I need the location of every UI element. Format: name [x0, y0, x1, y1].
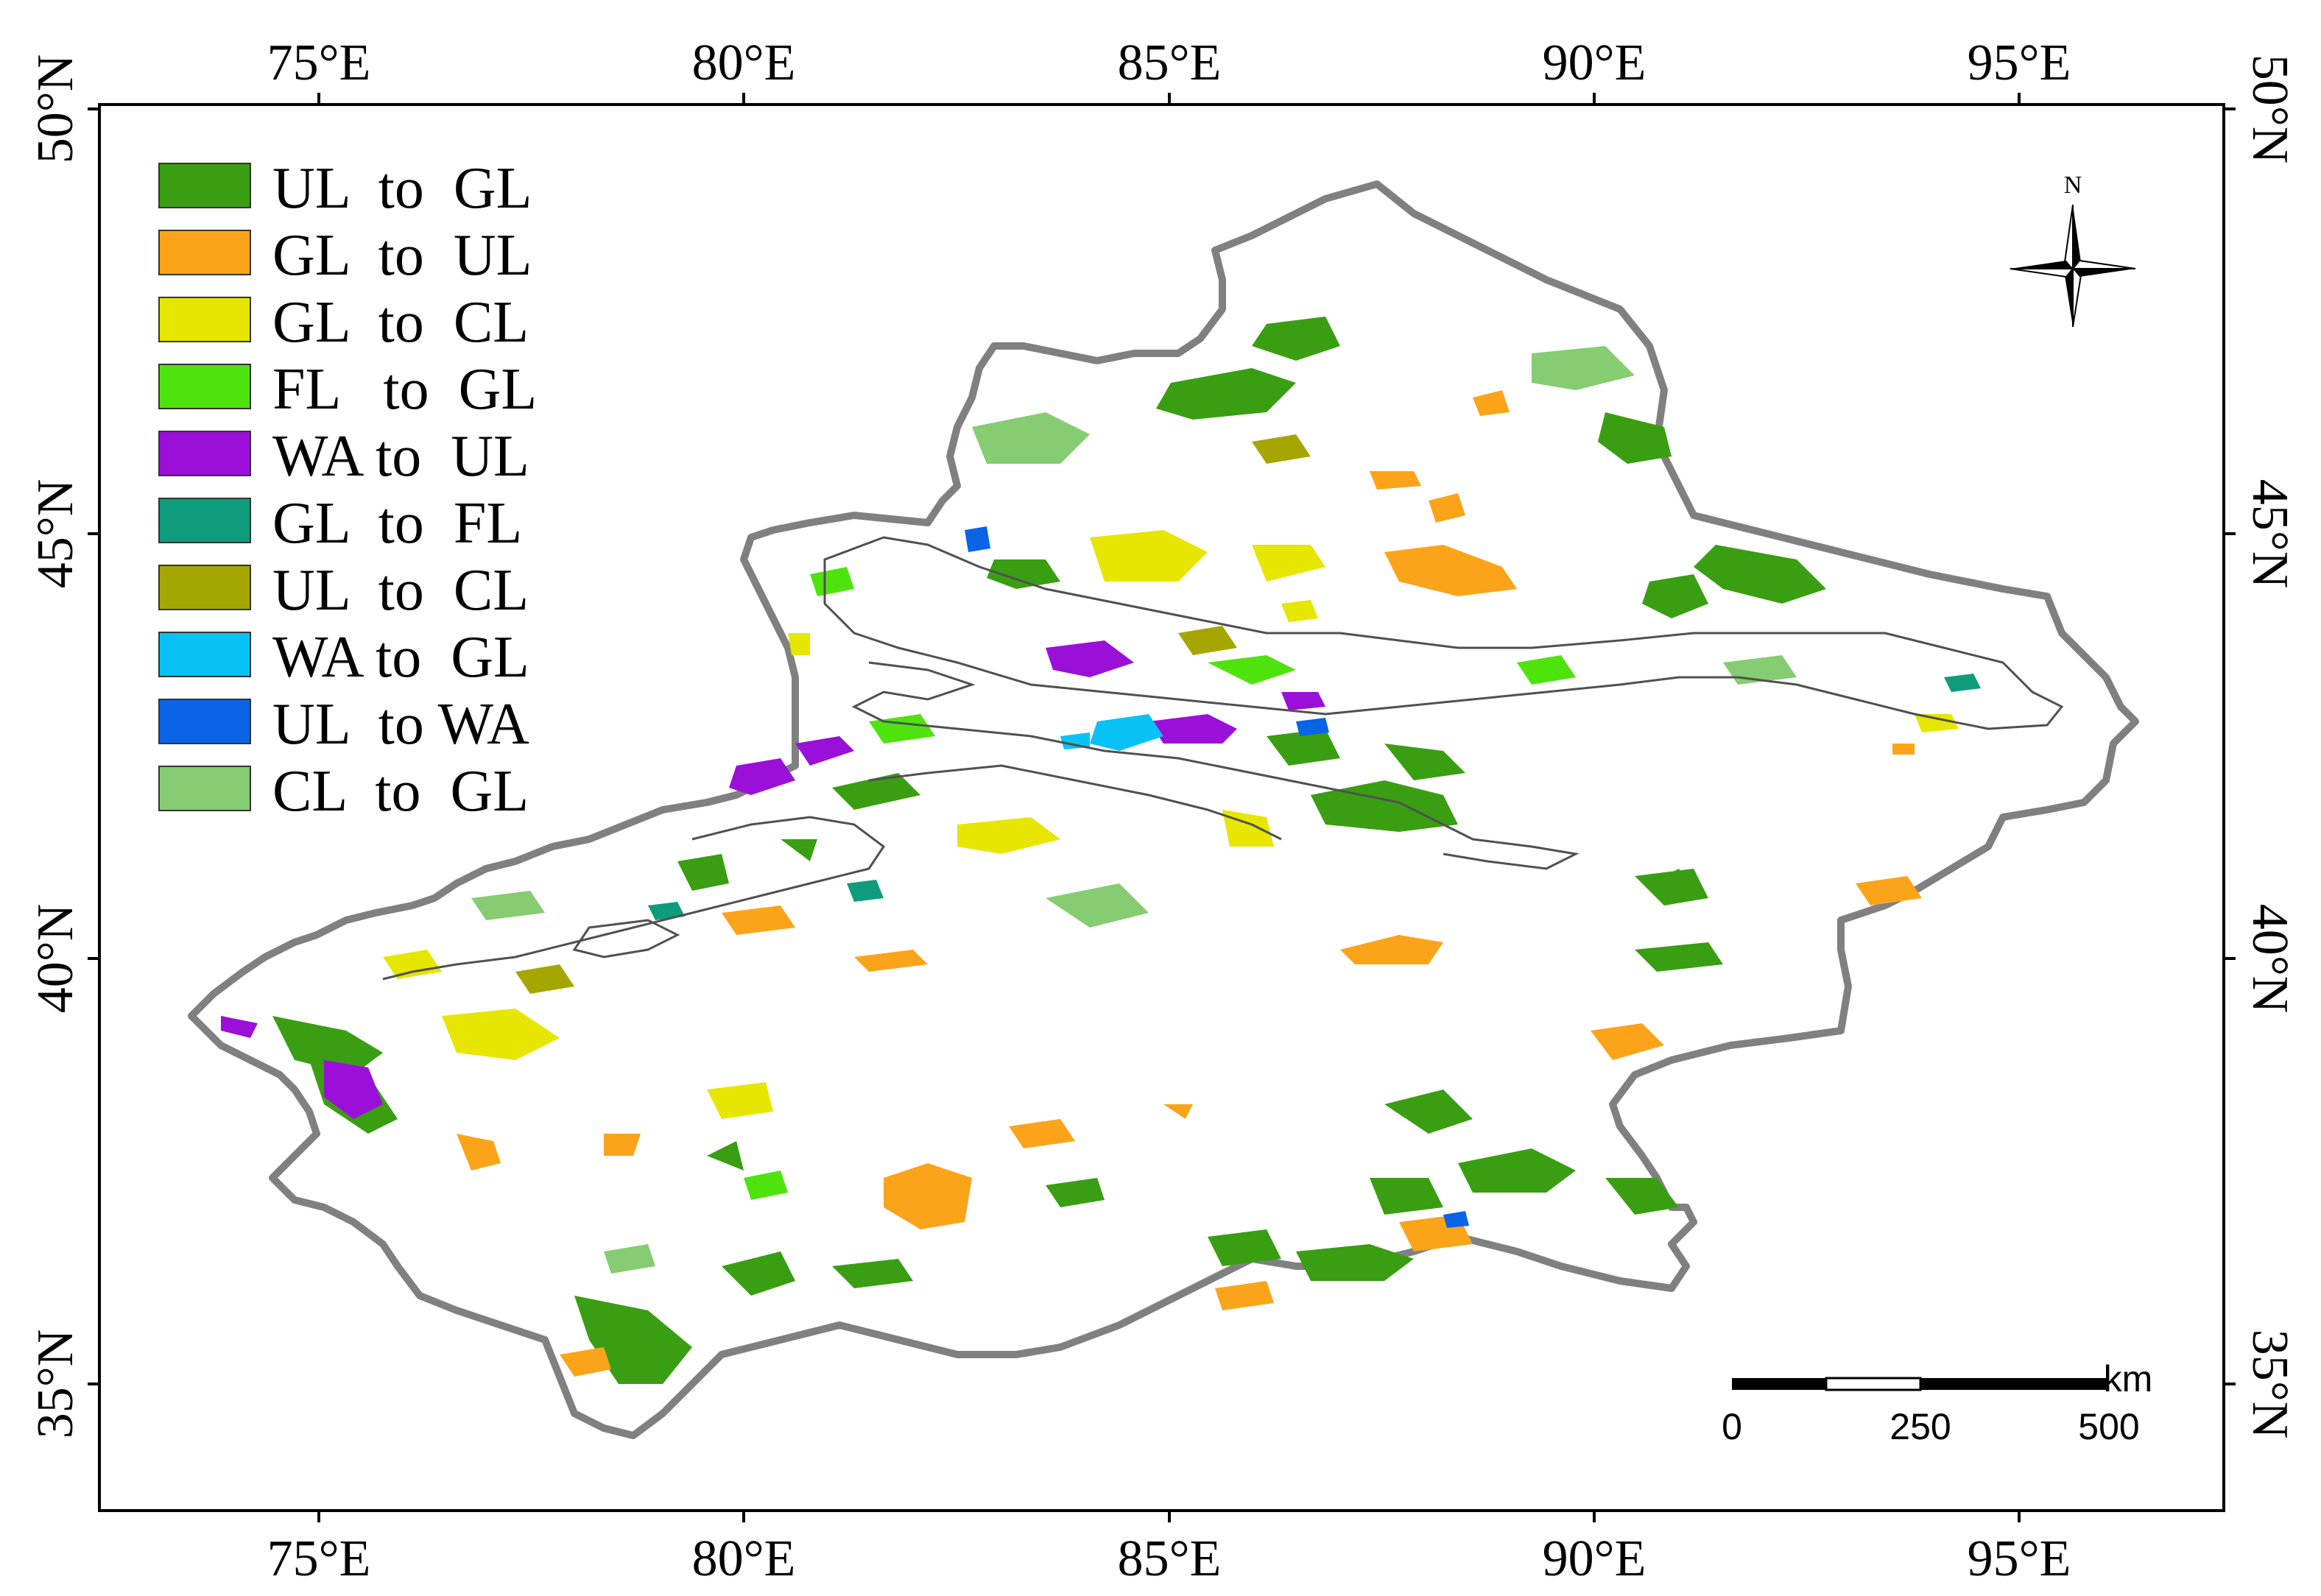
north-arrow-icon: N — [2010, 172, 2136, 328]
lat-label-40: 40°N — [27, 904, 84, 1014]
lon-label-85: 85°E — [1118, 35, 1222, 91]
lon-label-95-bottom: 95°E — [1968, 1530, 2071, 1587]
legend-swatch-ul-to-gl — [158, 163, 251, 208]
lat-label-35-right: 35°N — [2241, 1330, 2298, 1439]
land-use-patches — [221, 317, 1981, 1384]
legend-label-cl-to-gl: CL to GL — [272, 759, 529, 824]
scale-label-500: 500 — [2078, 1406, 2139, 1447]
lon-label-80-bottom: 80°E — [692, 1530, 796, 1587]
legend-swatch-gl-to-cl — [158, 297, 251, 342]
left-latitude-labels: 50°N 45°N 40°N 35°N — [27, 54, 84, 1439]
right-latitude-labels: 50°N 45°N 40°N 35°N — [2241, 54, 2298, 1439]
legend-label-ul-to-wa: UL to WA — [272, 692, 529, 757]
region-boundary — [188, 180, 2139, 1439]
lat-label-40-right: 40°N — [2241, 904, 2298, 1014]
legend-label-ul-to-cl: UL to CL — [272, 558, 529, 623]
lon-label-85-bottom: 85°E — [1118, 1530, 1222, 1587]
legend-swatch-wa-to-ul — [158, 431, 251, 476]
inner-boundaries — [382, 536, 2064, 981]
legend-label-wa-to-gl: WA to GL — [272, 625, 529, 690]
legend-swatch-gl-to-ul — [158, 230, 251, 275]
scale-segment-1 — [1732, 1378, 1826, 1390]
tick-marks — [88, 93, 2236, 1522]
lon-label-90-bottom: 90°E — [1543, 1530, 1646, 1587]
scale-label-250: 250 — [1889, 1406, 1951, 1447]
legend-swatch-wa-to-gl — [158, 632, 251, 677]
lon-label-75: 75°E — [267, 35, 371, 91]
lat-label-50: 50°N — [27, 54, 84, 164]
scale-segment-2 — [1825, 1377, 1922, 1391]
lat-label-50-right: 50°N — [2241, 54, 2298, 164]
lon-label-90: 90°E — [1543, 35, 1646, 91]
lon-label-95: 95°E — [1968, 35, 2071, 91]
legend-swatch-ul-to-cl — [158, 565, 251, 610]
legend-label-gl-to-fl: GL to FL — [272, 491, 522, 556]
legend-label-gl-to-ul: GL to UL — [272, 223, 532, 288]
scale-unit-label: km — [2104, 1358, 2153, 1399]
scale-label-0: 0 — [1722, 1406, 1742, 1447]
scale-bar: km 0 250 500 — [1722, 1358, 2152, 1447]
legend-label-gl-to-cl: GL to CL — [272, 290, 529, 355]
legend-label-wa-to-ul: WA to UL — [272, 424, 529, 489]
legend-label-fl-to-gl: FL to GL — [272, 357, 537, 422]
legend-swatch-gl-to-fl — [158, 498, 251, 543]
legend: UL to GL GL to UL GL to CL FL to GL WA t… — [158, 156, 537, 824]
lat-label-45: 45°N — [27, 479, 84, 589]
lon-label-75-bottom: 75°E — [267, 1530, 371, 1587]
legend-swatch-ul-to-wa — [158, 699, 251, 744]
legend-swatch-cl-to-gl — [158, 766, 251, 811]
map-frame — [98, 103, 2225, 1512]
lon-label-80: 80°E — [692, 35, 796, 91]
top-longitude-labels: 75°E 80°E 85°E 90°E 95°E — [267, 35, 2071, 91]
legend-label-ul-to-gl: UL to GL — [272, 156, 532, 221]
lat-label-45-right: 45°N — [2241, 479, 2298, 589]
legend-swatch-fl-to-gl — [158, 364, 251, 409]
north-label: N — [2064, 172, 2082, 199]
scale-segment-3 — [1920, 1378, 2109, 1390]
bottom-longitude-labels: 75°E 80°E 85°E 90°E 95°E — [267, 1530, 2071, 1587]
lat-label-35: 35°N — [27, 1330, 84, 1439]
